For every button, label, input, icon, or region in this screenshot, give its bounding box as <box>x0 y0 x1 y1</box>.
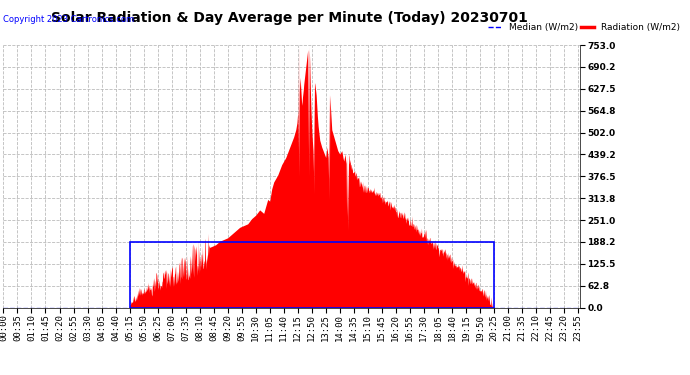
Text: Copyright 2023 Cartronics.com: Copyright 2023 Cartronics.com <box>3 15 135 24</box>
Bar <box>130 242 494 308</box>
Text: Solar Radiation & Day Average per Minute (Today) 20230701: Solar Radiation & Day Average per Minute… <box>51 11 529 25</box>
Legend: Median (W/m2), Radiation (W/m2): Median (W/m2), Radiation (W/m2) <box>484 20 684 36</box>
